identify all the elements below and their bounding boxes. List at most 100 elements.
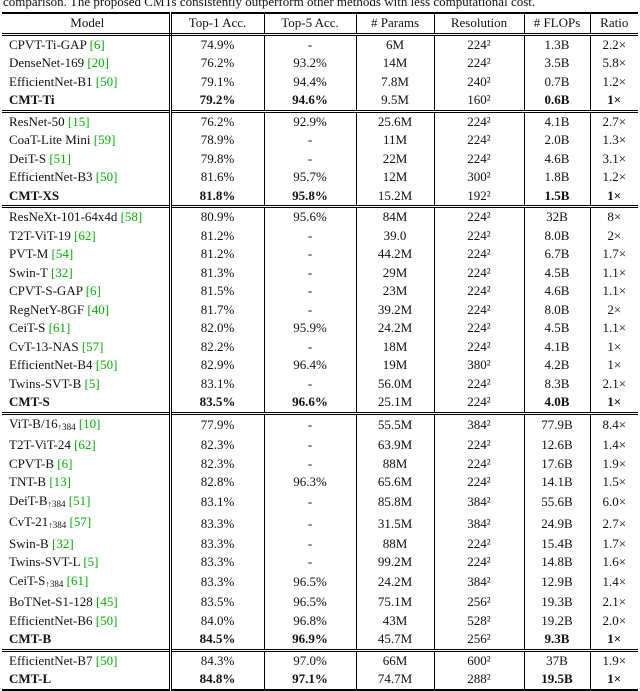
model-name: Swin-T xyxy=(9,264,48,280)
res-cell: 528² xyxy=(434,611,525,630)
citation-link[interactable]: [51] xyxy=(65,492,91,508)
res-cell: 224² xyxy=(434,34,525,54)
model-name: T2T-ViT-19 xyxy=(9,227,71,243)
citation-link[interactable]: [61] xyxy=(45,320,71,335)
citation-link[interactable]: [50] xyxy=(92,73,118,89)
res-cell: 224² xyxy=(434,109,525,131)
citation-link[interactable]: [58] xyxy=(117,209,143,225)
citation-link[interactable]: [51] xyxy=(46,150,71,166)
flops-cell: 4.1B xyxy=(524,109,591,131)
table-row: T2T-ViT-19 [62] 81.2% -39.0 224² 8.0B 2× xyxy=(2,226,638,245)
citation-link[interactable]: [32] xyxy=(47,264,73,280)
model-cell: PVT-M [54] xyxy=(2,245,172,264)
citation-link[interactable]: [54] xyxy=(48,246,74,261)
table-caption: comparison. The proposed CMTs consistent… xyxy=(3,0,536,9)
citation-link[interactable]: [5] xyxy=(81,375,100,391)
citation-link[interactable]: [59] xyxy=(90,132,116,147)
model-cell: CvT-21↑384 [57] xyxy=(2,513,172,535)
res-cell: 300² xyxy=(434,168,525,187)
params-cell: 7.8M xyxy=(356,72,435,91)
top1-cell: 74.9% xyxy=(170,34,265,54)
res-cell: 256² xyxy=(434,593,525,612)
citation-link[interactable]: [57] xyxy=(66,514,92,529)
top5-cell: - xyxy=(264,245,357,264)
citation-link[interactable]: [50] xyxy=(92,357,118,372)
res-cell: 224² xyxy=(434,226,525,245)
citation-link[interactable]: [6] xyxy=(54,455,73,471)
citation-link[interactable]: [15] xyxy=(64,113,90,129)
res-cell: 192² xyxy=(434,186,525,207)
citation-link[interactable]: [5] xyxy=(80,554,99,569)
citation-link[interactable]: [32] xyxy=(48,535,74,551)
top1-cell: 81.6% xyxy=(170,168,265,187)
params-cell: 6M xyxy=(356,34,435,54)
citation-link[interactable]: [62] xyxy=(70,227,96,243)
top1-cell: 83.3% xyxy=(170,553,265,572)
res-cell: 380² xyxy=(434,356,525,375)
citation-link[interactable]: [10] xyxy=(75,415,101,431)
table-row: CMT-B 84.5% 96.9% 45.7M 256² 9.3B 1× xyxy=(2,630,638,650)
citation-link[interactable]: [61] xyxy=(63,572,89,588)
params-cell: 12M xyxy=(356,168,435,187)
citation-link[interactable]: [57] xyxy=(78,338,104,354)
flops-cell: 8.3B xyxy=(524,374,591,393)
model-cell: EfficientNet-B6 [50] xyxy=(2,611,172,630)
res-cell: 384² xyxy=(434,491,525,513)
params-cell: 11M xyxy=(356,131,435,150)
model-name: ResNet-50 xyxy=(9,113,65,129)
model-name: CPVT-S-GAP xyxy=(9,283,83,298)
header-params: # Params xyxy=(356,12,435,36)
model-cell: ResNeXt-101-64x4d [58] xyxy=(2,205,172,227)
model-cell: Twins-SVT-B [5] xyxy=(2,374,172,393)
citation-link[interactable]: [40] xyxy=(84,301,110,317)
model-name: BoTNet-S1-128 xyxy=(9,594,93,609)
model-subscript: ↑384 xyxy=(48,520,67,530)
ratio-cell: 1.4× xyxy=(602,437,627,452)
top5-cell: - xyxy=(264,436,357,455)
table-row: CoaT-Lite Mini [59] 78.9% -11M 224² 2.0B 1.3× xyxy=(2,131,638,150)
top5-cell: - xyxy=(264,34,357,54)
flops-cell: 77.9B xyxy=(524,411,591,436)
citation-link[interactable]: [13] xyxy=(46,474,71,489)
model-name: CoaT-Lite Mini xyxy=(9,132,91,147)
table-row: CPVT-B [6] 82.3% -88M 224² 17.6B 1.9× xyxy=(2,454,638,473)
table-row: RegNetY-8GF [40] 81.7% -39.2M 224² 8.0B 2× xyxy=(2,300,638,319)
res-cell: 288² xyxy=(434,670,525,691)
citation-link[interactable]: [50] xyxy=(92,169,118,184)
params-cell: 18M xyxy=(356,337,435,356)
params-cell: 55.5M xyxy=(356,411,435,436)
top5-cell: - xyxy=(264,131,357,150)
flops-cell: 19.5B xyxy=(524,670,591,691)
res-cell: 224² xyxy=(434,473,525,492)
citation-link[interactable]: [45] xyxy=(92,594,118,609)
flops-cell: 1.3B xyxy=(524,34,591,54)
model-name: RegNetY-8GF xyxy=(9,301,85,317)
citation-link[interactable]: [6] xyxy=(82,283,101,298)
citation-link[interactable]: [50] xyxy=(92,652,118,668)
model-cell: CeiT-S [61] xyxy=(2,319,172,338)
top5-cell: - xyxy=(264,263,357,282)
res-cell: 224² xyxy=(434,534,525,553)
table-row: CvT-21↑384 [57] 83.3% -31.5M 384² 24.9B 2.7× xyxy=(2,513,638,535)
model-cell: Twins-SVT-L [5] xyxy=(2,553,172,572)
table-row: CMT-S 83.5% 96.6% 25.1M 224² 4.0B 1× xyxy=(2,393,638,413)
params-cell: 88M xyxy=(356,534,435,553)
table-body: CPVT-Ti-GAP [6] 74.9% -6M 224² 1.3B 2.2× Dense… xyxy=(2,34,638,691)
model-name: CvT-21 xyxy=(9,514,49,529)
top1-cell: 83.3% xyxy=(170,534,265,553)
model-name: EfficientNet-B7 xyxy=(9,652,93,668)
citation-link[interactable]: [6] xyxy=(86,36,105,52)
citation-link[interactable]: [50] xyxy=(92,612,118,628)
top1-cell: 81.2% xyxy=(170,245,265,264)
citation-link[interactable]: [62] xyxy=(70,437,96,452)
citation-link[interactable]: [20] xyxy=(84,55,110,70)
params-cell: 45.7M xyxy=(356,630,435,650)
ratio-cell: 2× xyxy=(607,227,622,243)
params-cell: 24.2M xyxy=(356,319,435,338)
params-cell: 15.2M xyxy=(356,186,435,207)
model-name: T2T-ViT-24 xyxy=(9,437,71,452)
table-row: TNT-B [13] 82.8% 96.3% 65.6M 224² 14.1B 1.5× xyxy=(2,473,638,492)
ratio-cell: 2.7× xyxy=(590,109,638,131)
table-row: CMT-Ti 79.2% 94.6% 9.5M 160² 0.6B 1× xyxy=(2,91,638,111)
flops-cell: 1.5B xyxy=(524,186,591,207)
